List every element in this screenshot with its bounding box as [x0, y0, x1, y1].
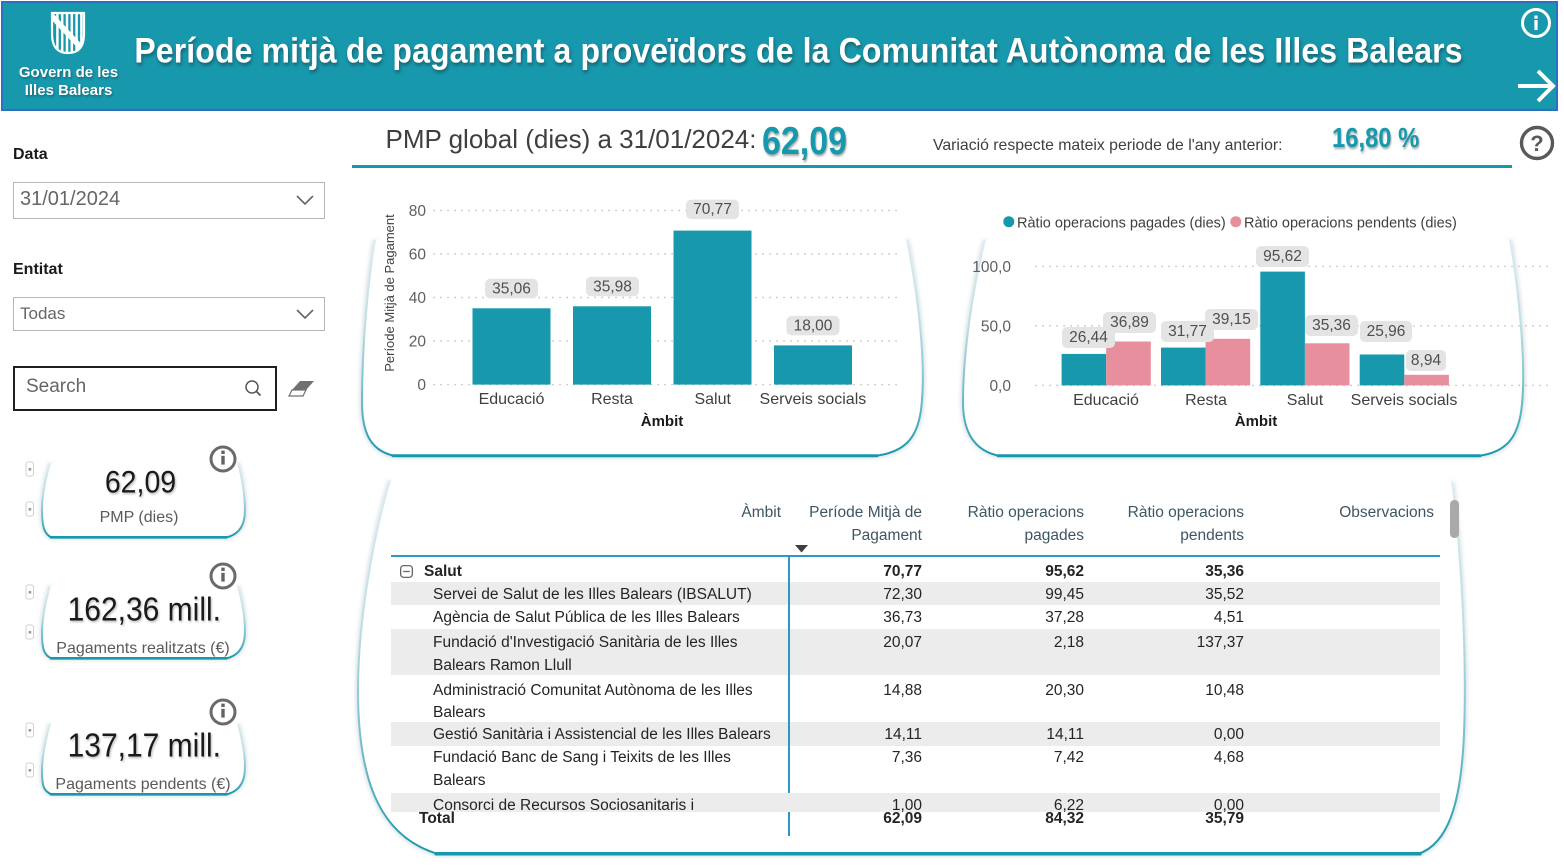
svg-text:Resta: Resta [591, 391, 633, 408]
svg-text:Salut: Salut [1287, 392, 1324, 409]
svg-text:Salut: Salut [694, 391, 731, 408]
svg-text:Àmbit: Àmbit [1235, 413, 1278, 430]
svg-text:Resta: Resta [1185, 392, 1227, 409]
svg-text:Serveis socials: Serveis socials [760, 391, 867, 408]
svg-text:20: 20 [409, 334, 427, 351]
svg-text:Ràtio operacions pendents (die: Ràtio operacions pendents (dies) [1244, 216, 1457, 232]
svg-text:40: 40 [409, 290, 427, 307]
svg-text:70,77: 70,77 [693, 201, 732, 218]
svg-text:35,06: 35,06 [492, 280, 531, 297]
svg-text:18,00: 18,00 [794, 317, 833, 334]
svg-text:0: 0 [417, 377, 426, 394]
svg-text:Àmbit: Àmbit [641, 413, 684, 430]
svg-text:Educació: Educació [479, 391, 545, 408]
svg-text:26,44: 26,44 [1069, 329, 1108, 346]
svg-text:Ràtio operacions pagades (dies: Ràtio operacions pagades (dies) [1017, 216, 1226, 232]
svg-text:16,80 %: 16,80 % [1332, 124, 1419, 154]
svg-text:95,62: 95,62 [1263, 248, 1302, 265]
svg-text:60: 60 [409, 247, 427, 264]
svg-text:25,96: 25,96 [1367, 323, 1406, 340]
svg-text:35,98: 35,98 [593, 278, 632, 295]
svg-text:Serveis socials: Serveis socials [1351, 392, 1458, 409]
svg-text:100,0: 100,0 [972, 259, 1011, 276]
svg-text:39,15: 39,15 [1212, 311, 1251, 328]
svg-text:80: 80 [409, 203, 427, 220]
svg-text:Educació: Educació [1073, 392, 1139, 409]
svg-text:36,89: 36,89 [1110, 314, 1149, 331]
svg-text:31,77: 31,77 [1168, 323, 1207, 340]
svg-text:62,09: 62,09 [762, 119, 847, 163]
svg-text:0,0: 0,0 [989, 378, 1011, 395]
svg-text:Període Mitjà de Pagament: Període Mitjà de Pagament [382, 214, 397, 372]
svg-text:?: ? [1530, 131, 1543, 156]
svg-text:35,36: 35,36 [1312, 317, 1351, 334]
svg-text:50,0: 50,0 [981, 318, 1012, 335]
svg-text:8,94: 8,94 [1411, 352, 1442, 369]
